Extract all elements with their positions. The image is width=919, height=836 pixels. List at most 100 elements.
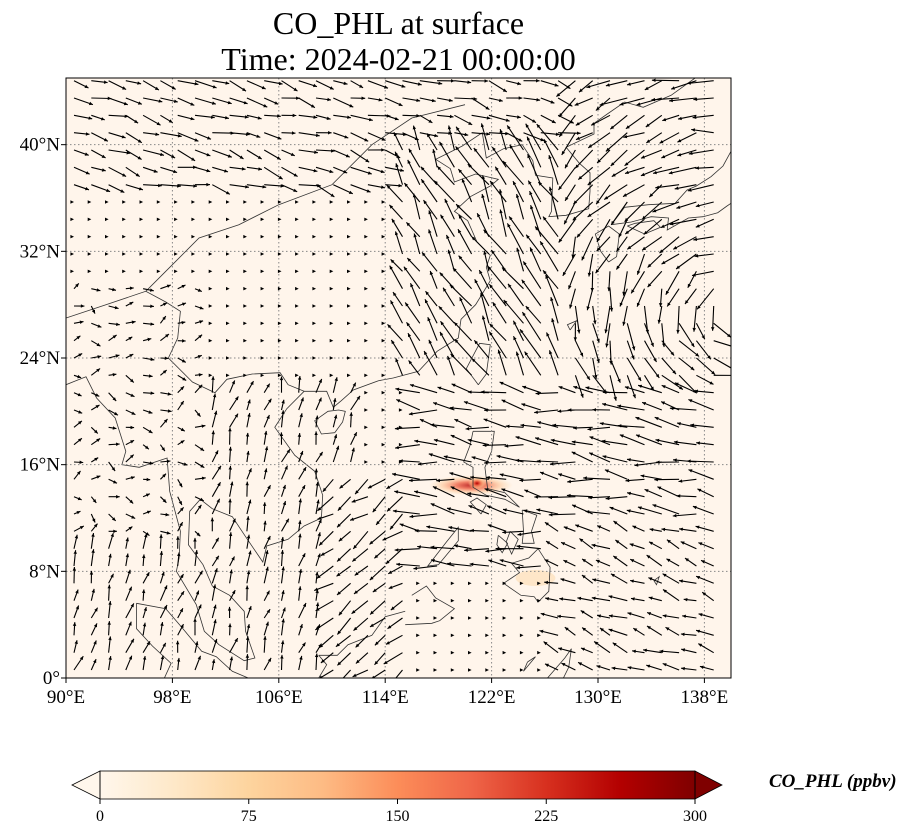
wind-arrow bbox=[329, 304, 334, 308]
wind-arrow bbox=[395, 163, 404, 185]
wind-arrow bbox=[560, 541, 576, 550]
wind-arrow bbox=[595, 184, 611, 205]
wind-arrow bbox=[280, 465, 289, 480]
wind-arrow bbox=[529, 247, 542, 272]
wind-arrow bbox=[73, 304, 85, 308]
wind-arrow bbox=[423, 350, 438, 376]
wind-arrow bbox=[556, 80, 576, 98]
wind-arrow bbox=[641, 401, 662, 411]
wind-arrow bbox=[615, 236, 628, 253]
wind-arrow bbox=[355, 652, 369, 664]
wind-arrow bbox=[108, 636, 112, 653]
wind-arrow bbox=[160, 284, 171, 290]
wind-arrow bbox=[191, 252, 195, 256]
wind-arrow bbox=[381, 321, 386, 326]
wind-arrow bbox=[263, 149, 281, 161]
wind-arrow bbox=[674, 184, 697, 190]
wind-arrow bbox=[440, 320, 455, 342]
wind-arrow bbox=[177, 573, 184, 584]
wind-arrow bbox=[651, 97, 680, 102]
wind-arrow bbox=[503, 299, 524, 324]
wind-arrow bbox=[125, 526, 133, 532]
wind-arrow bbox=[107, 621, 111, 636]
wind-arrow bbox=[386, 478, 403, 490]
wind-arrow bbox=[596, 614, 611, 619]
wind-arrow bbox=[669, 218, 697, 226]
wind-arrow bbox=[315, 378, 323, 393]
wind-arrow bbox=[562, 253, 576, 277]
wind-arrow bbox=[471, 97, 490, 111]
wind-arrow bbox=[385, 548, 403, 565]
wind-arrow bbox=[540, 80, 559, 87]
wind-arrow bbox=[125, 655, 133, 671]
wind-arrow bbox=[329, 252, 334, 256]
wind-arrow bbox=[229, 132, 250, 136]
wind-arrow bbox=[208, 217, 213, 222]
latitude-axis: 0° 8°N 16°N 24°N 32°N 40°N bbox=[20, 135, 66, 689]
wind-arrow bbox=[246, 132, 261, 138]
wind-arrow bbox=[191, 269, 195, 274]
wind-arrow bbox=[661, 527, 680, 532]
wind-arrow bbox=[353, 582, 369, 595]
wind-arrow bbox=[629, 543, 645, 550]
wind-arrow bbox=[350, 80, 364, 89]
wind-arrow bbox=[315, 481, 320, 497]
wind-arrow bbox=[243, 200, 247, 204]
wind-arrow bbox=[577, 166, 594, 181]
wind-arrow bbox=[364, 442, 368, 447]
wind-arrow bbox=[295, 304, 299, 308]
wind-arrow bbox=[389, 513, 403, 530]
wind-arrow bbox=[392, 509, 420, 515]
colorbar-tick-label: 300 bbox=[683, 808, 707, 825]
wind-arrow bbox=[644, 488, 663, 498]
wind-arrow bbox=[488, 559, 507, 567]
wind-arrow bbox=[387, 324, 403, 342]
wind-arrow bbox=[191, 217, 195, 222]
wind-arrow bbox=[73, 534, 79, 549]
wind-arrow bbox=[105, 234, 109, 239]
wind-arrow bbox=[632, 649, 645, 654]
wind-arrow bbox=[315, 166, 334, 174]
wind-arrow bbox=[457, 228, 473, 255]
wind-arrow bbox=[298, 553, 306, 567]
wind-arrow bbox=[143, 391, 155, 395]
wind-arrow bbox=[243, 373, 247, 378]
wind-arrow bbox=[661, 323, 666, 348]
wind-arrow bbox=[666, 539, 680, 550]
wind-arrow bbox=[364, 408, 368, 412]
wind-arrow bbox=[413, 233, 421, 255]
wind-arrow bbox=[519, 633, 524, 638]
wind-arrow bbox=[246, 166, 263, 171]
wind-arrow bbox=[73, 97, 94, 106]
wind-arrow bbox=[427, 316, 438, 341]
wind-arrow bbox=[243, 234, 247, 239]
wind-arrow bbox=[229, 396, 239, 411]
wind-arrow bbox=[395, 387, 420, 394]
wind-arrow bbox=[194, 320, 204, 324]
wind-arrow bbox=[125, 454, 135, 463]
wind-arrow bbox=[696, 357, 716, 376]
wind-arrow bbox=[611, 666, 628, 671]
wind-arrow bbox=[695, 218, 714, 228]
lat-tick-label: 40°N bbox=[20, 135, 61, 156]
wind-arrow bbox=[177, 400, 185, 411]
wind-arrow bbox=[394, 151, 403, 168]
wind-arrow bbox=[108, 166, 127, 177]
wind-arrow bbox=[312, 356, 316, 360]
wind-arrow bbox=[521, 279, 542, 307]
wind-arrow bbox=[408, 148, 421, 168]
wind-arrow bbox=[453, 321, 472, 342]
wind-arrow bbox=[624, 201, 645, 223]
wind-arrow bbox=[609, 114, 628, 130]
wind-arrow bbox=[523, 132, 545, 142]
wind-arrow bbox=[433, 180, 455, 203]
wind-arrow bbox=[662, 573, 680, 584]
wind-arrow bbox=[644, 340, 657, 363]
wind-arrow bbox=[159, 622, 164, 636]
wind-arrow bbox=[592, 323, 600, 343]
wind-arrow bbox=[160, 473, 167, 480]
wind-arrow bbox=[492, 301, 507, 324]
wind-arrow bbox=[369, 617, 386, 628]
wind-arrow bbox=[174, 234, 178, 239]
wind-arrow bbox=[295, 338, 299, 343]
